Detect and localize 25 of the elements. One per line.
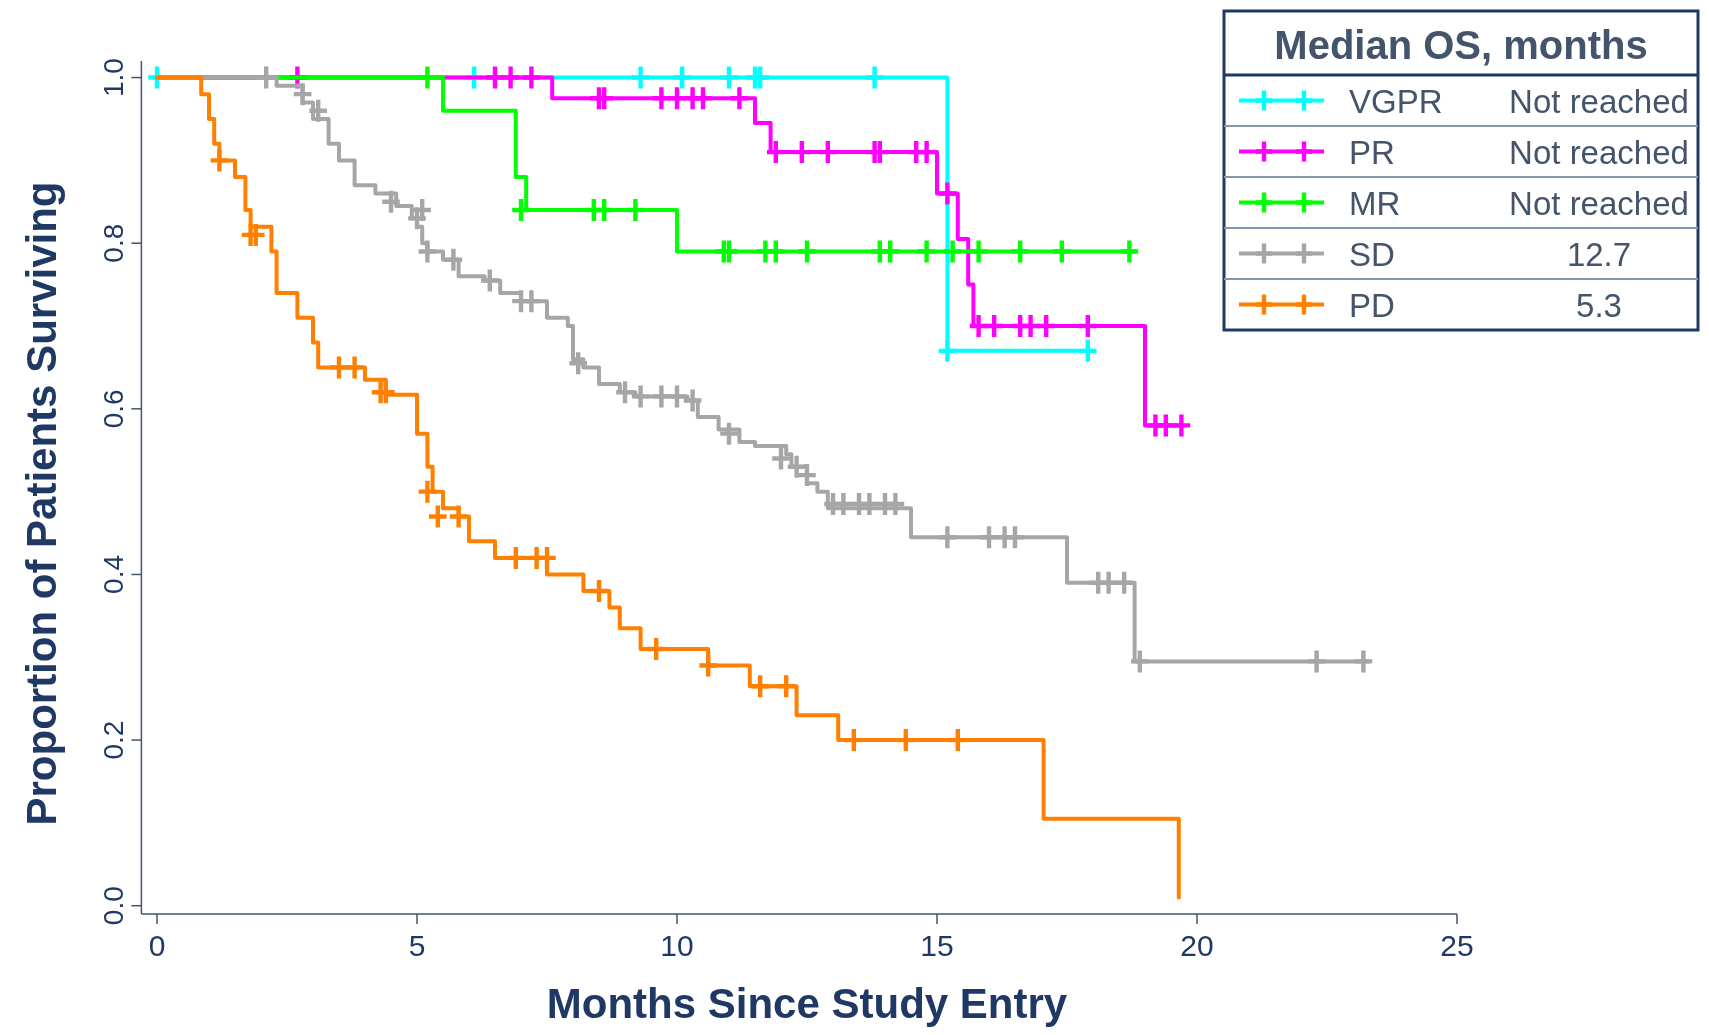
y-axis-title: Proportion of Patients Surviving [18, 181, 65, 826]
legend-label: SD [1349, 235, 1395, 273]
legend-label: PD [1349, 286, 1395, 324]
y-tick-label: 0.4 [98, 554, 129, 594]
text: Not reached [1509, 82, 1689, 120]
text: 5.3 [1576, 286, 1622, 324]
legend-label: PR [1349, 133, 1395, 171]
x-tick-label: 15 [920, 929, 954, 962]
legend-label: MR [1349, 184, 1401, 222]
x-tick-label: 20 [1180, 929, 1214, 962]
x-axis-title: Months Since Study Entry [546, 980, 1068, 1027]
y-tick-label: 0.0 [98, 886, 129, 926]
y-tick-label: 0.6 [98, 389, 129, 429]
y-tick-label: 0.8 [98, 223, 129, 263]
y-tick-label: 1.0 [98, 58, 129, 98]
text: 12.7 [1566, 235, 1632, 273]
x-tick-label: 5 [408, 929, 426, 962]
y-tick-label: 0.2 [98, 720, 129, 760]
x-tick-label: 0 [148, 929, 166, 962]
text: Not reached [1509, 184, 1689, 222]
x-tick-label: 25 [1440, 929, 1474, 962]
legend-title: Median OS, months [1274, 23, 1648, 67]
legend-label: VGPR [1349, 82, 1443, 120]
x-tick-label: 10 [660, 929, 694, 962]
text: Not reached [1509, 133, 1689, 171]
